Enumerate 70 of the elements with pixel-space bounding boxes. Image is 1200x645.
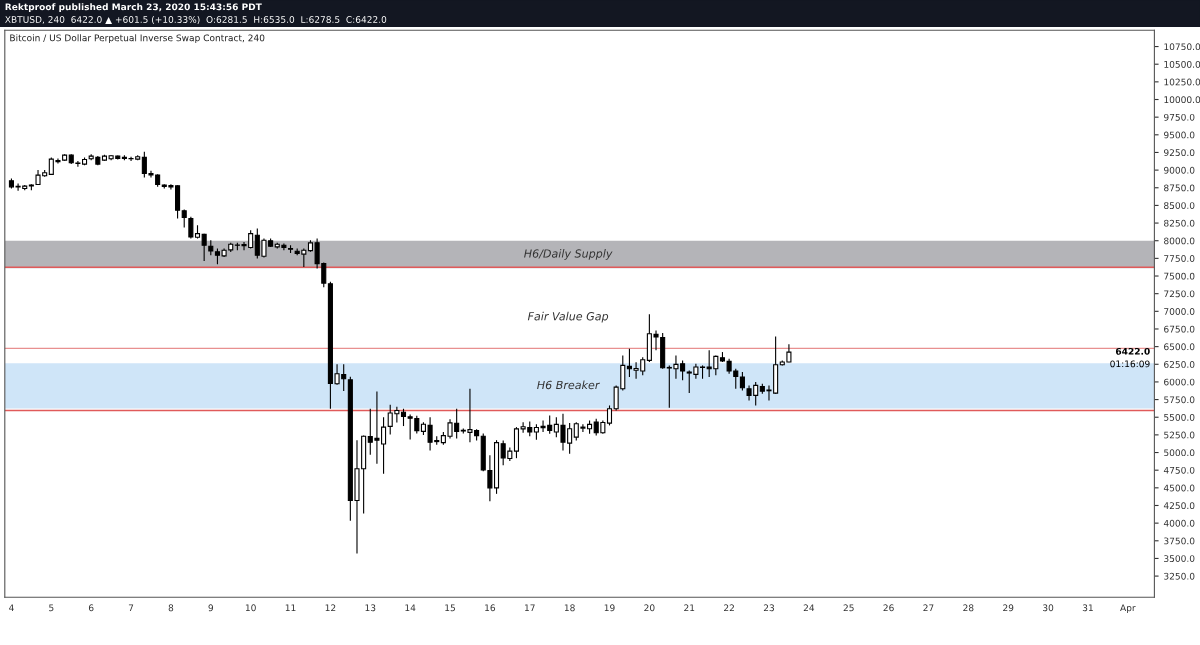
y-tick-label: 5000.0 <box>1164 449 1195 457</box>
x-tick-label: 13 <box>365 604 376 612</box>
x-tick-label: 15 <box>445 604 455 612</box>
y-tick-label: 10000.0 <box>1164 96 1200 104</box>
candlestick <box>201 233 207 262</box>
x-tick-label: 28 <box>963 604 974 612</box>
x-tick-label: 12 <box>325 604 336 612</box>
y-tick-label: 10750.0 <box>1164 43 1200 51</box>
x-tick-label: 23 <box>763 604 775 612</box>
y-tick-label: 8250.0 <box>1164 219 1195 227</box>
y-tick-label: 7000.0 <box>1164 308 1195 315</box>
annotation: 01:16:09 <box>1110 360 1150 368</box>
y-tick-label: 3750.0 <box>1164 537 1195 545</box>
y-tick-label: 4000.0 <box>1163 519 1195 527</box>
x-tick-label: 14 <box>405 604 416 612</box>
y-tick-label: 8750.0 <box>1164 184 1195 192</box>
y-tick-label: 7750.0 <box>1164 255 1195 262</box>
y-tick-label: 10500.0 <box>1164 60 1200 68</box>
x-tick-label: 20 <box>644 604 655 612</box>
y-tick-label: 6000.0 <box>1164 378 1195 386</box>
x-tick-label: 17 <box>525 604 535 612</box>
y-tick-label: 6250.0 <box>1164 361 1195 368</box>
y-tick-label: 8000.0 <box>1164 237 1195 245</box>
x-tick-label: 19 <box>604 604 615 612</box>
y-tick-label: 3500.0 <box>1164 555 1195 562</box>
x-tick-label: 18 <box>564 604 575 612</box>
x-tick-label: 31 <box>1082 604 1093 612</box>
y-tick-label: 5500.0 <box>1164 413 1195 421</box>
y-tick-label: 5250.0 <box>1164 431 1195 439</box>
x-tick-label: 11 <box>285 604 296 612</box>
text: XBTUSD, 240 6422.0 ▲ +601.5 (+10.33%) O:6281.5 H:6535.0 L:6278.5 C:6422.0 <box>5 15 387 24</box>
x-tick-label: 9 <box>208 604 214 612</box>
x-tick-label: Apr <box>1120 604 1136 613</box>
y-tick-label: 7500.0 <box>1164 272 1195 280</box>
y-tick-label: 9250.0 <box>1164 149 1195 157</box>
x-tick-label: 5 <box>49 604 54 612</box>
x-tick-label: 10 <box>245 604 256 612</box>
y-tick-label: 6500.0 <box>1164 343 1195 351</box>
y-tick-label: 7250.0 <box>1164 290 1195 298</box>
x-tick-label: 16 <box>485 604 496 612</box>
x-tick-label: 25 <box>843 604 854 612</box>
x-tick-label: 29 <box>1003 604 1014 612</box>
x-tick-label: 30 <box>1043 604 1054 612</box>
y-tick-label: 8500.0 <box>1164 202 1195 209</box>
annotation: 6422.0 <box>1115 347 1150 355</box>
y-tick-label: 5750.0 <box>1164 396 1195 404</box>
x-tick-label: 4 <box>9 604 14 612</box>
y-tick-label: 10250.0 <box>1164 78 1200 86</box>
x-tick-label: 6 <box>88 604 94 612</box>
y-tick-label: 4750.0 <box>1163 466 1195 474</box>
x-tick-label: 27 <box>923 604 934 612</box>
x-tick-label: 7 <box>128 604 134 612</box>
annotation: Fair Value Gap <box>527 311 609 323</box>
x-tick-label: 24 <box>803 604 815 612</box>
y-tick-label: 3250.0 <box>1164 572 1195 580</box>
candlestick <box>739 371 745 391</box>
x-tick-label: 26 <box>883 604 894 612</box>
text: Rektproof published March 23, 2020 15:43:56 PDT <box>5 3 262 12</box>
x-tick-label: 21 <box>684 604 695 612</box>
y-tick-label: 4250.0 <box>1163 502 1195 510</box>
y-tick-label: 6750.0 <box>1164 325 1195 333</box>
band-label: H6/Daily Supply <box>524 249 613 260</box>
chart-title: Bitcoin / US Dollar Perpetual Inverse Swap Contract, 240 <box>10 34 265 44</box>
y-tick-label: 9000.0 <box>1164 166 1195 174</box>
y-tick-label: 4500.0 <box>1163 484 1195 492</box>
x-tick-label: 22 <box>724 604 734 612</box>
y-tick-label: 9750.0 <box>1164 113 1195 121</box>
y-tick-label: 9500.0 <box>1164 131 1195 139</box>
x-tick-label: 8 <box>168 604 174 612</box>
band-label: H6 Breaker <box>537 380 600 390</box>
